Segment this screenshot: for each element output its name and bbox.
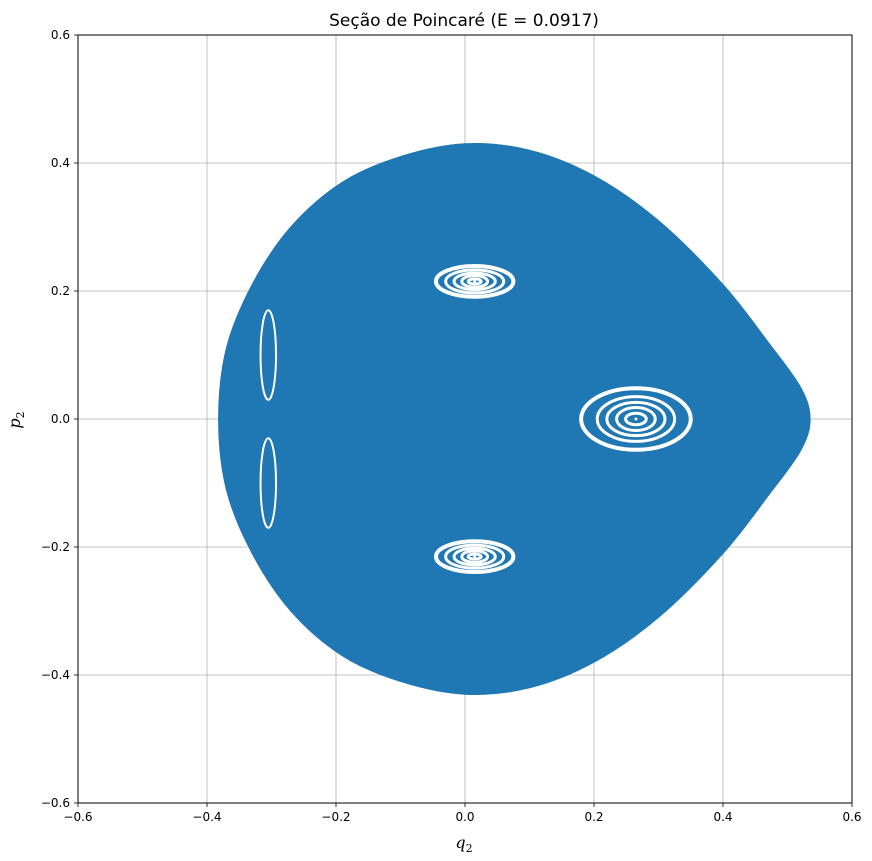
x-tick-label: −0.2 [321,810,350,824]
island-center [473,279,477,283]
island-ring [433,539,516,574]
island-center [634,417,638,421]
axis-ticks: −0.6 −0.4 −0.2 0.0 0.2 0.4 0.6 −0.6 −0.4 −0.2 0.0 0… [41,28,862,824]
island-center [473,555,477,559]
island-ring [452,271,497,292]
island-ring [460,274,490,289]
crescent-gap [259,437,278,529]
x-tick-label: −0.6 [63,810,92,824]
scatter-points [218,143,811,695]
x-tick-label: 0.6 [842,810,861,824]
x-axis-sub: 2 [466,842,473,855]
x-tick-label: 0.4 [713,810,732,824]
x-axis-var: q [455,833,465,852]
y-axis-var: p [5,418,24,428]
y-tick-label: 0.2 [51,284,70,298]
y-tick-label: −0.6 [41,796,70,810]
island-ring [433,264,516,299]
island-ring [466,277,483,286]
y-axis-label: p2 [5,411,27,428]
y-tick-label: −0.2 [41,540,70,554]
y-tick-label: −0.4 [41,668,70,682]
y-axis-sub: 2 [14,411,27,418]
resonance-island [433,539,516,574]
island-ring [466,552,483,561]
x-tick-label: 0.0 [455,810,474,824]
chart-title: Seção de Poincaré (E = 0.0917) [329,11,599,31]
chaotic-sea-region [218,143,811,695]
island-ring [579,386,693,452]
island-ring [460,549,490,564]
island-ring [615,405,657,433]
crescent-gap [259,309,278,401]
island-ring [605,400,667,438]
y-tick-label: 0.4 [51,156,70,170]
x-axis-label: q2 [455,833,472,855]
x-tick-label: 0.2 [584,810,603,824]
resonance-island [579,386,693,452]
island-ring [444,268,506,295]
island-ring [595,395,677,443]
resonance-island [433,264,516,299]
island-ring [624,411,648,427]
island-ring [444,543,506,570]
island-ring [452,546,497,567]
x-tick-label: −0.4 [192,810,221,824]
y-tick-label: 0.6 [51,28,70,42]
y-tick-label: 0.0 [51,412,70,426]
